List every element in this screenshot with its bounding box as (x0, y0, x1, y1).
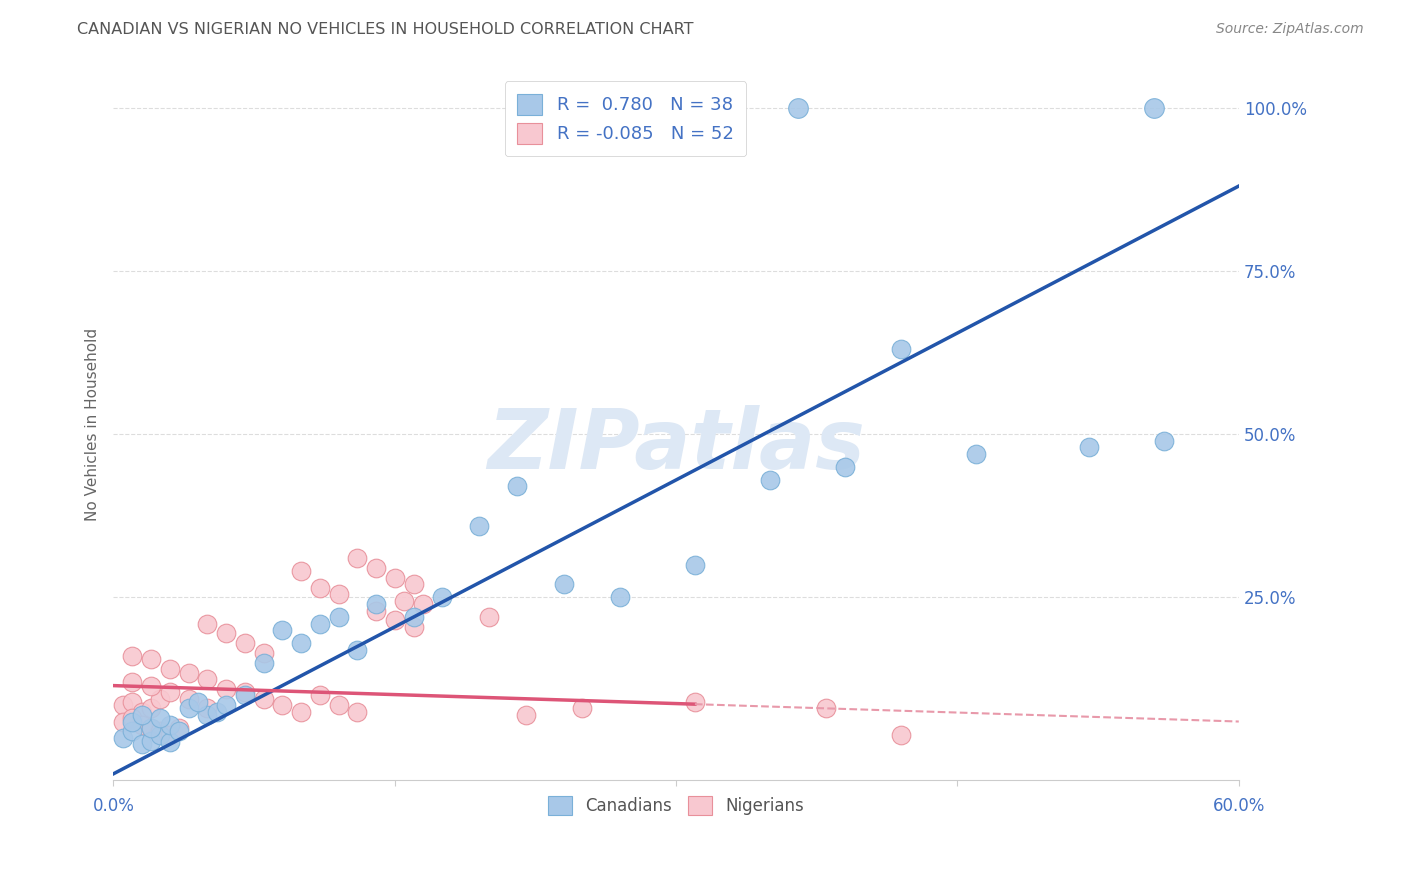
Point (553, 577, 575, 591)
Point (139, 701, 162, 715)
Point (233, 689, 256, 703)
Point (384, 571, 406, 585)
Point (111, 698, 134, 713)
Point (139, 721, 162, 735)
Point (121, 724, 143, 739)
Point (392, 593, 415, 607)
Point (364, 603, 387, 617)
Point (159, 662, 181, 676)
Point (328, 587, 350, 601)
Point (965, 447, 987, 461)
Point (111, 731, 134, 745)
Point (195, 708, 218, 723)
Point (149, 691, 172, 706)
Text: Source: ZipAtlas.com: Source: ZipAtlas.com (1216, 22, 1364, 37)
Point (159, 685, 181, 699)
Point (131, 705, 153, 719)
Point (252, 691, 274, 706)
Point (1143, 101, 1166, 115)
Point (131, 718, 153, 732)
Point (187, 695, 209, 709)
Point (834, 459, 856, 474)
Point (149, 724, 172, 739)
Point (111, 714, 134, 729)
Point (290, 705, 312, 719)
Point (177, 701, 200, 715)
Point (233, 685, 256, 699)
Point (159, 728, 181, 742)
Point (195, 701, 218, 715)
Point (683, 695, 706, 709)
Point (364, 597, 387, 611)
Point (308, 616, 330, 631)
Point (290, 565, 312, 579)
Point (215, 626, 238, 640)
Point (177, 665, 200, 680)
Point (195, 616, 218, 631)
Point (139, 679, 162, 693)
Point (412, 597, 434, 611)
Point (328, 698, 350, 713)
Point (121, 675, 143, 690)
Point (167, 724, 190, 739)
Point (215, 698, 238, 713)
Point (328, 610, 350, 624)
Point (384, 613, 406, 627)
Point (890, 343, 912, 357)
Point (131, 708, 153, 723)
Legend: Canadians, Nigerians: Canadians, Nigerians (538, 786, 814, 825)
Point (890, 728, 912, 742)
Text: CANADIAN VS NIGERIAN NO VEHICLES IN HOUSEHOLD CORRELATION CHART: CANADIAN VS NIGERIAN NO VEHICLES IN HOUS… (77, 22, 693, 37)
Point (121, 711, 143, 725)
Point (308, 689, 330, 703)
Point (252, 656, 274, 670)
Point (233, 636, 256, 650)
Point (430, 591, 453, 605)
Point (149, 711, 172, 725)
Point (215, 681, 238, 696)
Point (139, 652, 162, 666)
Point (402, 577, 425, 591)
Point (205, 705, 228, 719)
Point (787, 101, 810, 115)
Point (815, 701, 838, 715)
Point (177, 691, 200, 706)
Point (609, 591, 631, 605)
Point (290, 636, 312, 650)
Point (346, 642, 368, 657)
Point (139, 734, 162, 748)
Point (139, 721, 162, 735)
Point (683, 558, 706, 572)
Point (346, 705, 368, 719)
Point (159, 718, 181, 732)
Point (759, 473, 782, 487)
Point (131, 738, 153, 752)
Text: ZIPatlas: ZIPatlas (488, 405, 865, 486)
Point (195, 672, 218, 686)
Point (478, 610, 501, 624)
Point (167, 721, 190, 735)
Point (468, 518, 491, 533)
Point (252, 646, 274, 660)
Point (402, 620, 425, 634)
Point (506, 479, 529, 493)
Y-axis label: No Vehicles in Household: No Vehicles in Household (86, 328, 100, 521)
Point (346, 551, 368, 566)
Text: 0.0%: 0.0% (93, 797, 135, 814)
Point (571, 701, 593, 715)
Point (308, 581, 330, 595)
Point (159, 735, 181, 749)
Point (402, 610, 425, 624)
Point (1153, 434, 1175, 448)
Point (271, 698, 294, 713)
Text: 60.0%: 60.0% (1212, 797, 1265, 814)
Point (271, 623, 294, 637)
Point (149, 728, 172, 742)
Point (121, 695, 143, 709)
Point (121, 714, 143, 729)
Point (1077, 440, 1099, 454)
Point (515, 708, 537, 723)
Point (364, 561, 387, 575)
Point (121, 649, 143, 664)
